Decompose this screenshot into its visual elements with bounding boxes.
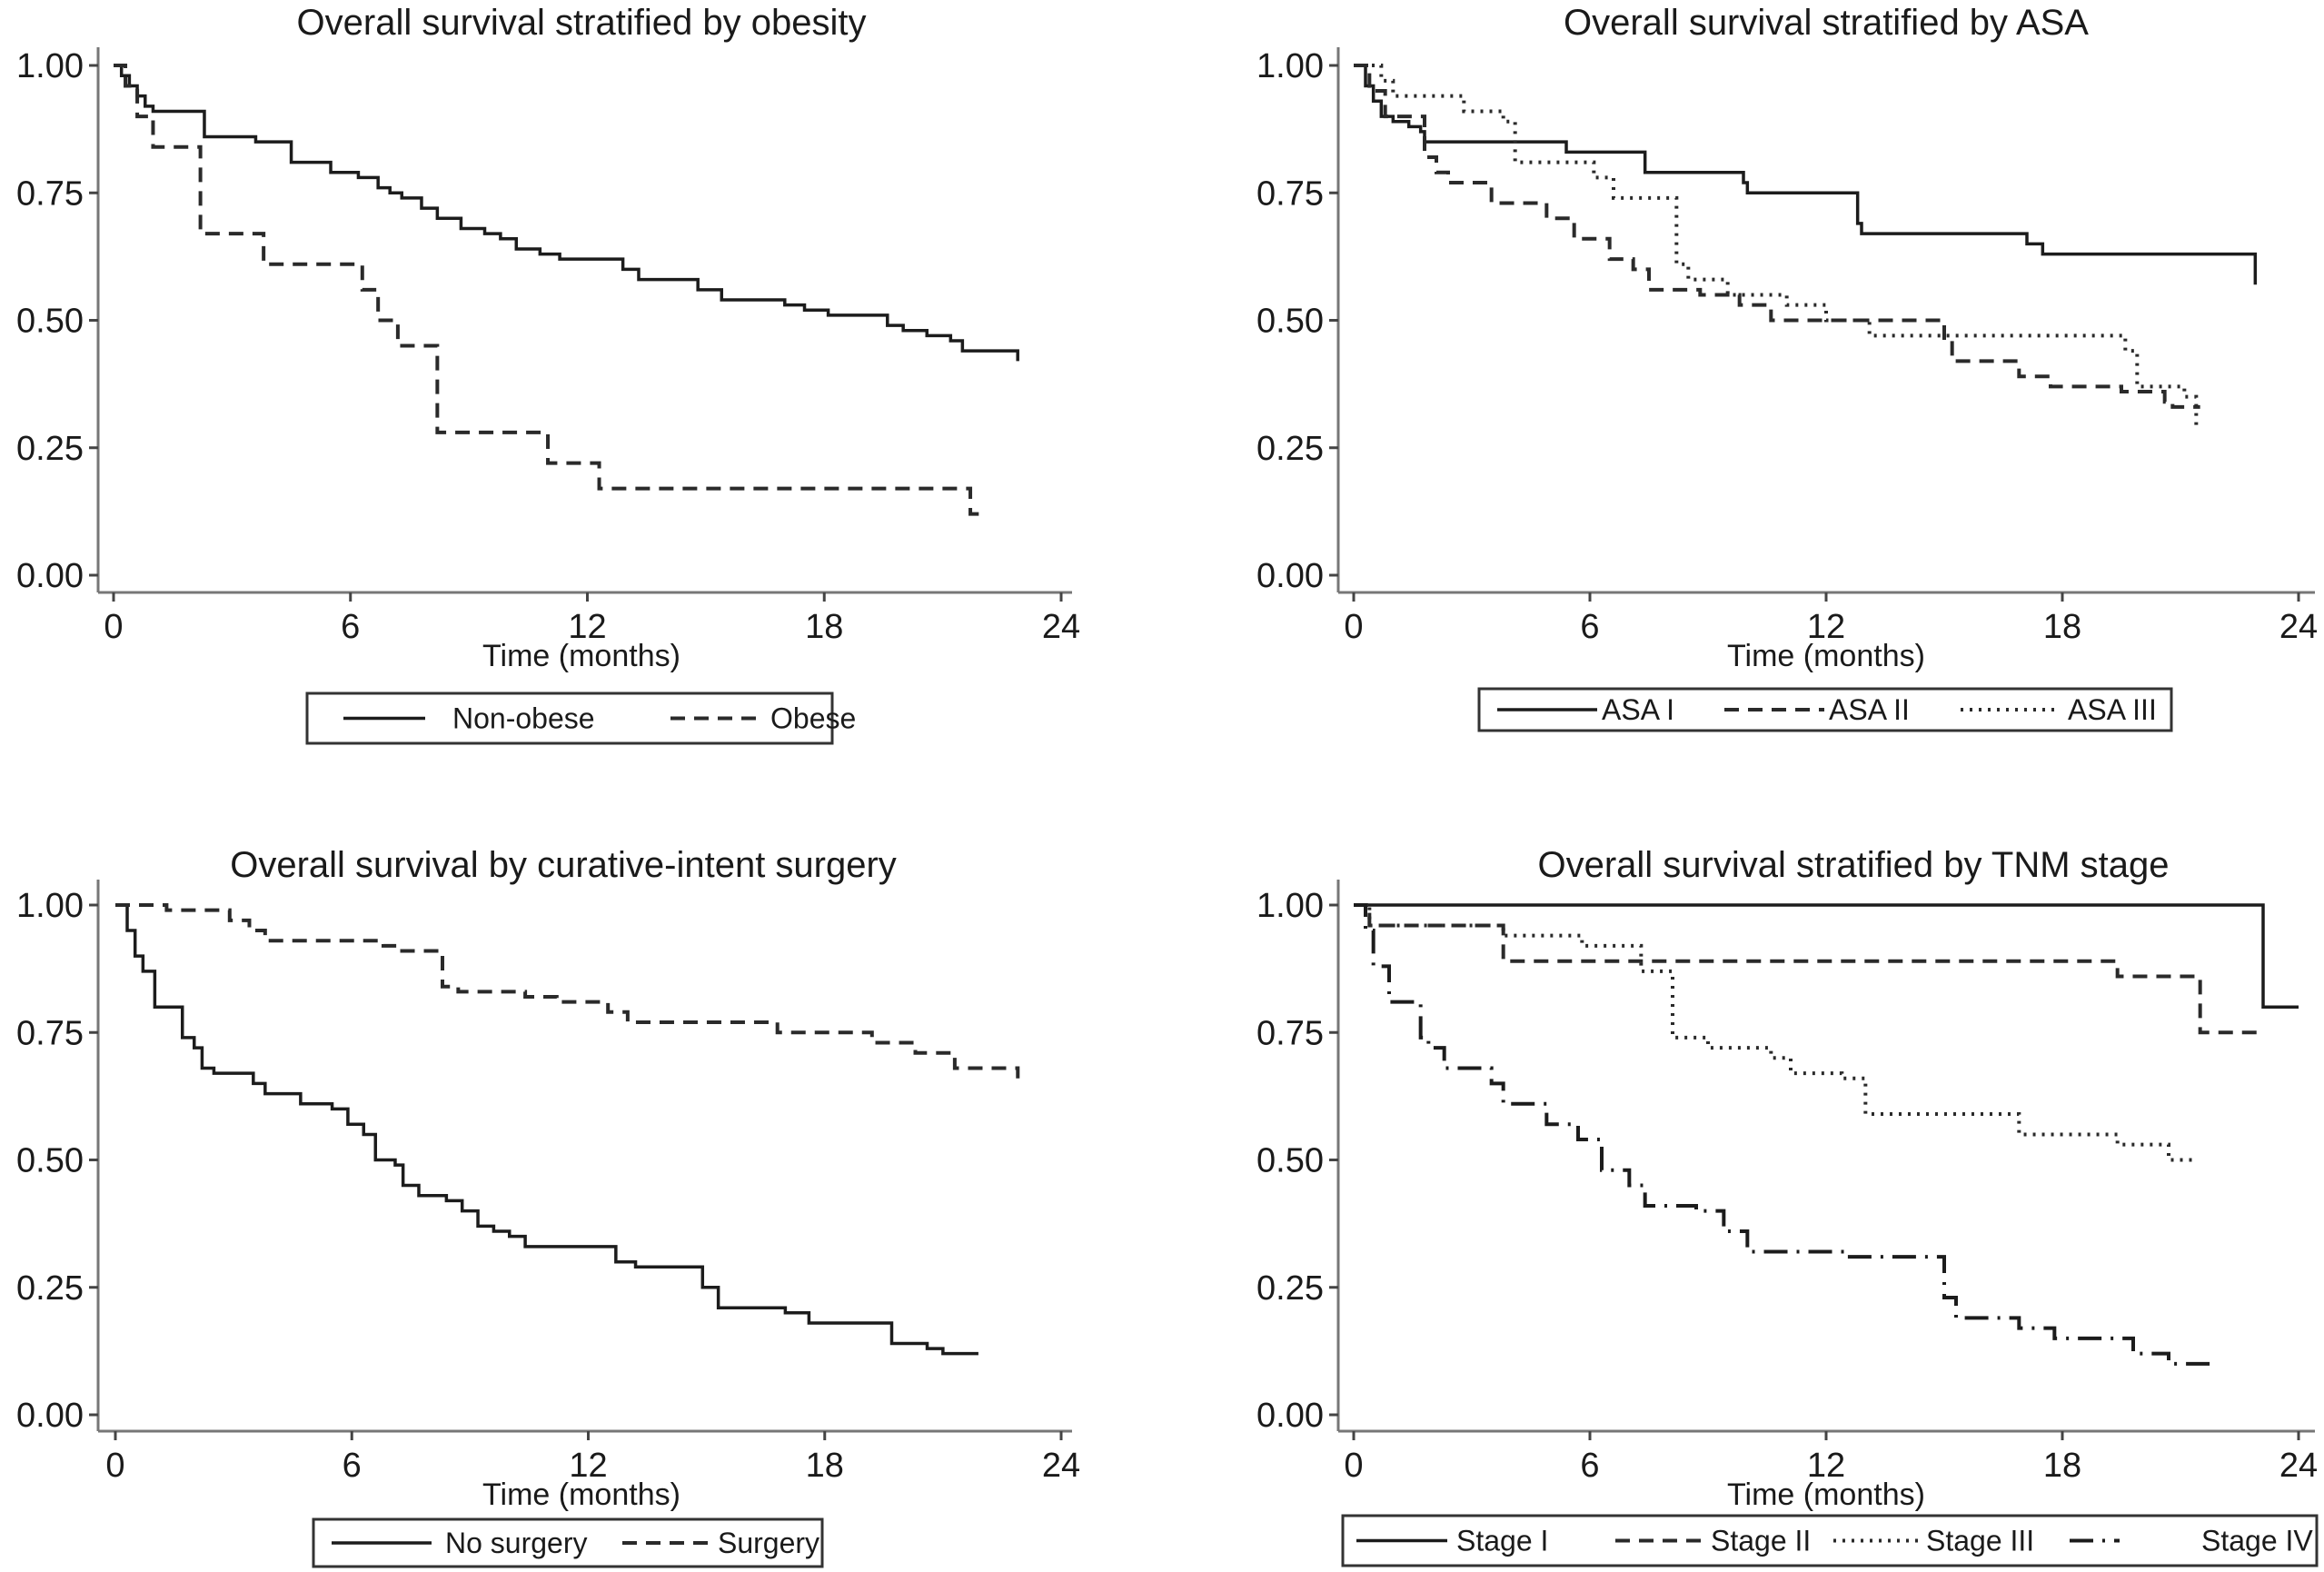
y-tick-label: 1.00 bbox=[1256, 47, 1324, 85]
legend-label: Stage IV bbox=[2201, 1525, 2313, 1557]
series-line-stage-i bbox=[1354, 903, 2299, 1009]
y-tick-label: 1.00 bbox=[16, 47, 84, 85]
y-tick-label: 0.00 bbox=[16, 557, 84, 595]
x-tick-label: 18 bbox=[2043, 1447, 2081, 1485]
y-tick-label: 0.50 bbox=[16, 1142, 84, 1180]
panel-surgery: Overall survival by curative-intent surg… bbox=[16, 845, 1080, 1568]
x-axis-label: Time (months) bbox=[482, 1477, 680, 1512]
x-tick-label: 12 bbox=[1807, 1447, 1845, 1485]
legend-label: Stage II bbox=[1711, 1525, 1811, 1557]
legend: No surgery Surgery bbox=[312, 1517, 824, 1568]
y-tick-label: 0.50 bbox=[1256, 303, 1324, 341]
series-line-stage-iv bbox=[1354, 903, 2214, 1369]
x-tick-label: 12 bbox=[569, 1447, 607, 1485]
x-tick-label: 0 bbox=[1344, 608, 1363, 646]
series-line-obese bbox=[114, 64, 985, 520]
y-tick-label: 0.25 bbox=[16, 1269, 84, 1308]
x-tick-label: 18 bbox=[806, 1447, 844, 1485]
chart-title: Overall survival stratified by TNM stage bbox=[1537, 845, 2169, 885]
series-line-non-obese bbox=[114, 64, 1019, 362]
legend-label: Surgery bbox=[718, 1527, 819, 1559]
x-tick-label: 0 bbox=[104, 608, 123, 646]
y-tick-label: 0.25 bbox=[1256, 430, 1324, 468]
legend-label: ASA I bbox=[1602, 693, 1674, 726]
y-tick-label: 0.00 bbox=[1256, 557, 1324, 595]
series-line-stage-iii bbox=[1354, 903, 2197, 1162]
series-line-surgery bbox=[115, 903, 1020, 1079]
series-line-asa-i bbox=[1354, 64, 2258, 285]
x-tick-label: 6 bbox=[1580, 1447, 1599, 1485]
chart-title: Overall survival stratified by obesity bbox=[297, 3, 867, 43]
x-tick-label: 6 bbox=[1580, 608, 1599, 646]
x-tick-label: 18 bbox=[2043, 608, 2081, 646]
y-tick-label: 0.75 bbox=[1256, 174, 1324, 213]
panel-obesity: Overall survival stratified by obesity T… bbox=[16, 3, 1080, 745]
x-tick-label: 0 bbox=[1344, 1447, 1363, 1485]
series-line-asa-ii bbox=[1354, 64, 2200, 409]
x-tick-label: 24 bbox=[2279, 1447, 2318, 1485]
legend-label: Obese bbox=[770, 702, 856, 735]
y-tick-label: 0.00 bbox=[16, 1397, 84, 1435]
y-tick-label: 1.00 bbox=[1256, 887, 1324, 925]
y-tick-label: 0.75 bbox=[16, 1014, 84, 1052]
legend-label: ASA III bbox=[2068, 693, 2157, 726]
y-tick-label: 0.50 bbox=[1256, 1142, 1324, 1180]
x-tick-label: 12 bbox=[568, 608, 606, 646]
x-tick-label: 6 bbox=[343, 1447, 362, 1485]
x-tick-label: 24 bbox=[1042, 1447, 1080, 1485]
panel-asa: Overall survival stratified by ASA Time … bbox=[1256, 3, 2318, 732]
y-tick-label: 0.50 bbox=[16, 303, 84, 341]
chart-title: Overall survival by curative-intent surg… bbox=[230, 845, 897, 885]
legend-label: ASA II bbox=[1829, 693, 1910, 726]
series-line-stage-ii bbox=[1354, 903, 2259, 1035]
x-tick-label: 24 bbox=[2279, 608, 2318, 646]
y-tick-label: 0.25 bbox=[1256, 1269, 1324, 1308]
y-tick-label: 1.00 bbox=[16, 887, 84, 925]
series-line-no-surgery bbox=[115, 903, 978, 1356]
y-tick-label: 0.25 bbox=[16, 430, 84, 468]
legend: Stage I Stage II Stage III Stage IV bbox=[1341, 1514, 2319, 1567]
legend-label: Stage I bbox=[1456, 1525, 1548, 1557]
legend: Non-obese Obese bbox=[305, 691, 856, 745]
panel-tnm: Overall survival stratified by TNM stage… bbox=[1256, 845, 2319, 1567]
y-tick-label: 0.00 bbox=[1256, 1397, 1324, 1435]
legend-box bbox=[1341, 1514, 2319, 1567]
x-tick-label: 12 bbox=[1807, 608, 1845, 646]
x-tick-label: 18 bbox=[805, 608, 843, 646]
legend-label: Stage III bbox=[1926, 1525, 2034, 1557]
y-tick-label: 0.75 bbox=[1256, 1014, 1324, 1052]
x-axis-label: Time (months) bbox=[482, 639, 680, 673]
chart-title: Overall survival stratified by ASA bbox=[1564, 3, 2089, 43]
x-tick-label: 0 bbox=[105, 1447, 124, 1485]
x-tick-label: 6 bbox=[341, 608, 360, 646]
legend-label: No surgery bbox=[445, 1527, 588, 1559]
x-tick-label: 24 bbox=[1042, 608, 1080, 646]
y-tick-label: 0.75 bbox=[16, 174, 84, 213]
legend-label: Non-obese bbox=[452, 702, 595, 735]
x-axis-label: Time (months) bbox=[1727, 639, 1925, 673]
x-axis-label: Time (months) bbox=[1727, 1477, 1925, 1512]
legend: ASA I ASA II ASA III bbox=[1477, 687, 2173, 732]
series-line-asa-iii bbox=[1354, 64, 2199, 428]
